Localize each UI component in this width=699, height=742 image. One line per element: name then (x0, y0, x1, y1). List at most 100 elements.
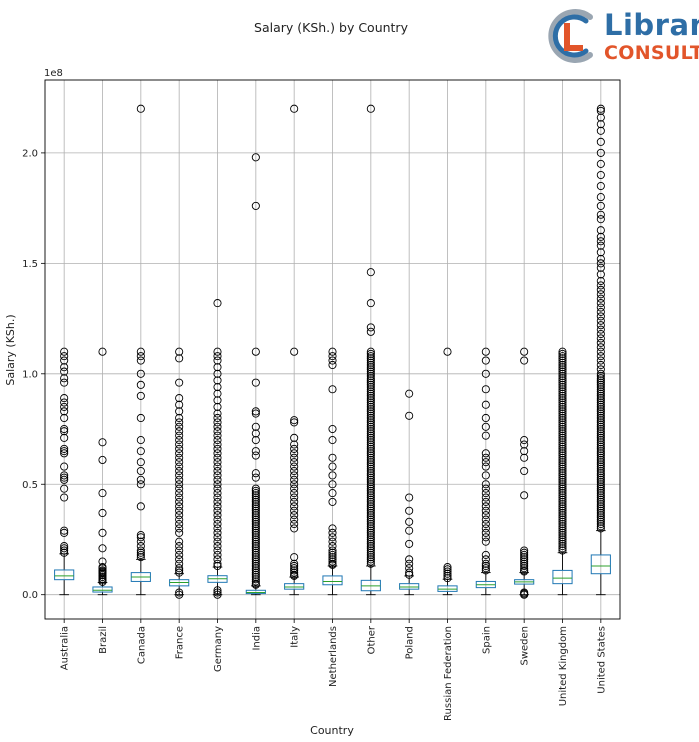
box-canada (130, 104, 151, 596)
outlier-point (136, 550, 145, 559)
outlier-point (366, 394, 375, 403)
iqr-box (54, 569, 75, 581)
outlier-point (251, 555, 260, 564)
outlier-point (596, 215, 605, 224)
outlier-point (520, 550, 529, 559)
outlier-point (213, 369, 222, 378)
outlier-point (558, 489, 567, 498)
outlier-point (251, 544, 260, 553)
outlier-point (596, 455, 605, 465)
outlier-point (596, 497, 605, 506)
outlier-point (366, 358, 375, 367)
outlier-point (251, 429, 260, 438)
y-offset-text: 1e8 (44, 68, 63, 79)
outlier-point (481, 400, 490, 409)
outlier-point (213, 436, 222, 445)
x-tick-label: Sweden (520, 626, 531, 666)
outlier-point (366, 374, 375, 383)
outlier-point (175, 559, 184, 568)
outlier-point (596, 413, 605, 423)
outlier-point (290, 475, 299, 484)
outlier-point (328, 555, 337, 564)
outlier-point (558, 354, 567, 363)
outlier-point (366, 405, 375, 414)
outlier-point (60, 352, 69, 361)
outlier-point (366, 413, 375, 423)
y-tick-label: 0.5 (22, 480, 38, 491)
outlier-point (251, 506, 260, 515)
outlier-point (443, 347, 452, 356)
outlier-point (290, 502, 299, 511)
outlier-point (481, 369, 490, 378)
outlier-point (290, 568, 299, 577)
outlier-point (366, 451, 375, 460)
outlier-point (328, 528, 337, 537)
outlier-point (175, 422, 184, 431)
outlier-point (558, 358, 567, 367)
outlier-point (213, 524, 222, 533)
outlier-point (328, 553, 337, 562)
outlier-point (366, 431, 375, 440)
outlier-point (290, 480, 299, 489)
outlier-point (175, 475, 184, 484)
logo-mark-icon (548, 9, 593, 63)
outlier-point (366, 396, 375, 405)
outlier-point (251, 526, 260, 535)
outlier-point (596, 513, 605, 522)
outlier-point (251, 515, 260, 524)
outlier-point (213, 462, 222, 471)
x-tick-label: Other (366, 625, 377, 654)
outlier-point (175, 413, 184, 423)
outlier-point (136, 352, 145, 361)
outlier-point (481, 533, 490, 542)
outlier-point (596, 411, 605, 420)
outlier-point (251, 557, 260, 566)
outlier-point (558, 513, 567, 522)
outlier-point (136, 347, 145, 356)
outlier-point (60, 526, 69, 535)
outlier-point (213, 427, 222, 436)
outlier-point (366, 537, 375, 546)
outlier-point (596, 491, 605, 500)
outlier-point (596, 352, 605, 361)
outlier-point (366, 402, 375, 411)
outlier-point (558, 462, 567, 471)
outlier-point (98, 528, 107, 537)
outlier-point (366, 477, 375, 487)
outlier-point (175, 511, 184, 520)
outlier-point (558, 429, 567, 438)
outlier-point (558, 504, 567, 513)
outlier-point (558, 484, 567, 493)
outlier-point (366, 356, 375, 365)
outlier-point (596, 383, 605, 392)
outlier-point (60, 528, 69, 537)
outlier-point (60, 449, 69, 458)
outlier-point (520, 559, 529, 568)
outlier-point (596, 402, 605, 411)
outlier-point (520, 548, 529, 557)
outlier-point (290, 418, 299, 427)
outlier-point (213, 352, 222, 361)
outlier-point (366, 506, 375, 515)
outlier-point (290, 561, 299, 571)
x-tick-label: France (175, 626, 186, 659)
outlier-point (175, 394, 184, 403)
logo-word-libran: Libran (604, 8, 699, 42)
outlier-point (175, 466, 184, 476)
outlier-point (213, 484, 222, 493)
box-other (360, 104, 381, 596)
outlier-point (596, 500, 605, 509)
outlier-point (520, 436, 529, 445)
outlier-point (251, 500, 260, 509)
outlier-point (328, 424, 337, 434)
outlier-point (251, 542, 260, 551)
outlier-point (558, 356, 567, 365)
outlier-point (443, 565, 452, 574)
outlier-point (175, 546, 184, 555)
outlier-point (596, 347, 605, 356)
outlier-point (520, 491, 529, 500)
outlier-point (328, 524, 337, 533)
axes: 0.0 0.5 1.0 1.5 2.0 Australia Brazil Canada Fran… (22, 79, 621, 721)
outlier-point (558, 497, 567, 506)
outlier-point (366, 466, 375, 476)
